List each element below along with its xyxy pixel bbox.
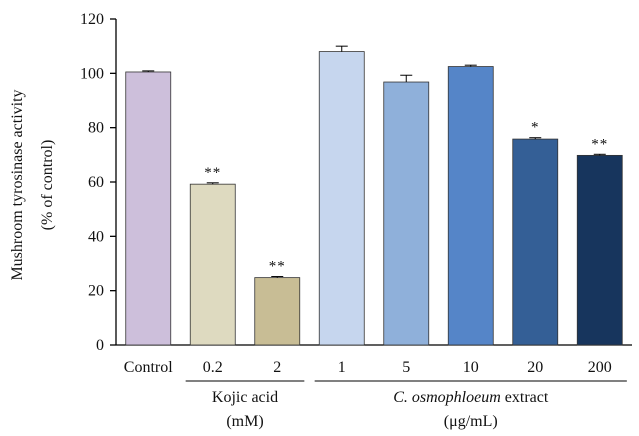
y-tick-label: 0: [96, 337, 104, 354]
bars: *******: [125, 45, 623, 346]
bar-1: [189, 183, 236, 346]
x-tick-label: 200: [588, 359, 612, 376]
y-tick-label: 80: [88, 120, 104, 137]
significance-mark: **: [204, 165, 221, 181]
bar-6: [512, 138, 559, 346]
y-tick-label: 40: [88, 228, 104, 245]
significance-mark: **: [269, 259, 286, 275]
x-tick-label: 20: [527, 359, 543, 376]
y-axis-title: Mushroom tyrosinase activity (% of contr…: [9, 89, 56, 280]
bar-7: [576, 154, 623, 346]
species-name: C. osmophloeum: [393, 389, 501, 406]
bar-5: [447, 66, 494, 346]
x-tick-label: Control: [124, 359, 173, 376]
extract-word: extract: [501, 389, 549, 406]
bar-2: [254, 277, 301, 346]
group-label-line-2: (μg/mL): [444, 413, 498, 430]
group-label-line-2: (mM): [226, 413, 263, 430]
x-tick-label: 1: [338, 359, 346, 376]
group-label-line-1: Kojic acid: [212, 389, 278, 406]
y-axis-title-line-1: Mushroom tyrosinase activity: [9, 89, 26, 280]
y-tick-label: 20: [88, 283, 104, 300]
x-tick-label: 10: [463, 359, 479, 376]
bar-4: [383, 81, 430, 346]
y-axis-title-line-2: (% of control): [39, 140, 56, 231]
bar-3: [318, 51, 365, 346]
x-tick-label: 2: [273, 359, 281, 376]
significance-mark: *: [531, 120, 540, 136]
labels: Control 0.2 2 1 5 10 20 200 Kojic acid (mM) C. osm…: [124, 359, 627, 430]
significance-mark: **: [591, 136, 608, 152]
y-tick-label: 120: [80, 11, 104, 28]
y-tick-label: 60: [88, 174, 104, 191]
x-tick-label: 5: [402, 359, 410, 376]
x-tick-label: 0.2: [203, 359, 223, 376]
y-tick-label: 100: [80, 65, 104, 82]
group-label-line-1: C. osmophloeum extract: [393, 389, 549, 406]
bar-0: [125, 71, 172, 346]
